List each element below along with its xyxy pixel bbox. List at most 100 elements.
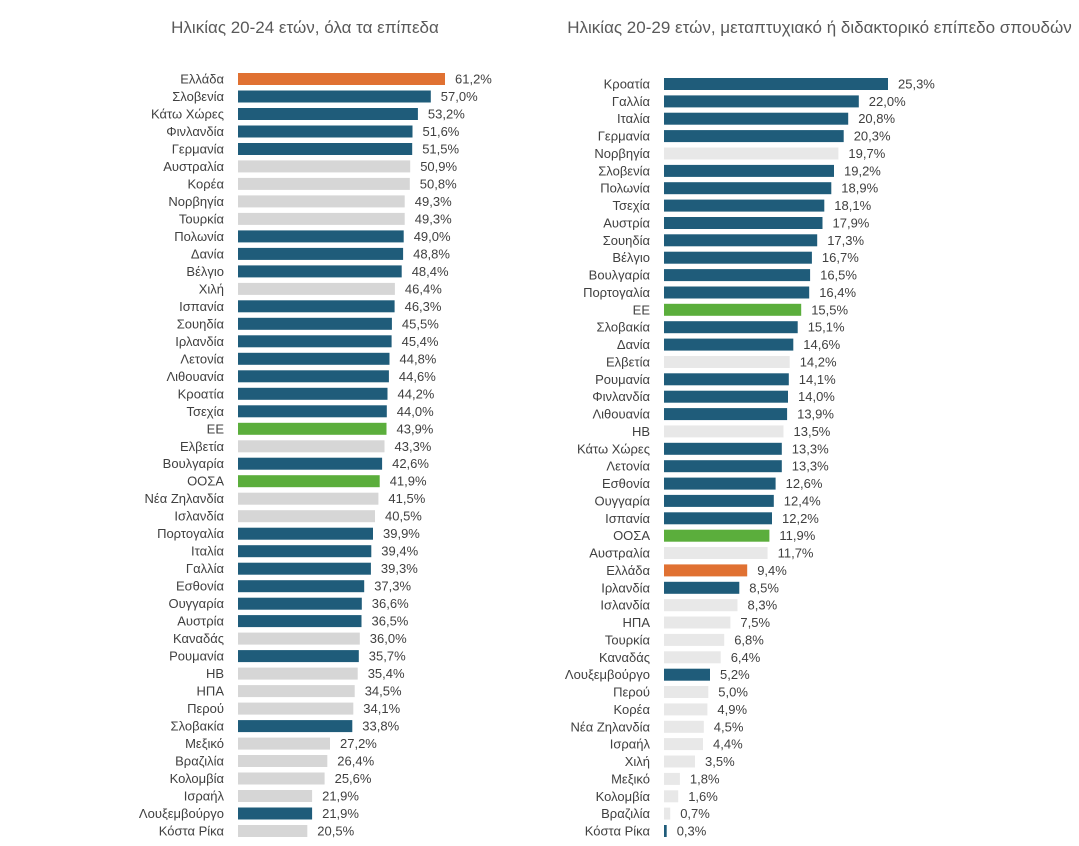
bar bbox=[664, 130, 844, 143]
category-label: Βραζιλία bbox=[601, 806, 650, 821]
category-label: Αυστραλία bbox=[589, 546, 650, 561]
category-label: Βραζιλία bbox=[175, 754, 224, 769]
value-label: 12,4% bbox=[784, 493, 821, 508]
category-label: Αυστραλία bbox=[163, 159, 224, 174]
category-label: Τσεχία bbox=[186, 404, 224, 419]
bar bbox=[664, 286, 810, 299]
value-label: 42,6% bbox=[392, 456, 429, 471]
bar bbox=[664, 686, 709, 698]
value-label: 44,6% bbox=[399, 369, 436, 384]
category-label: Ισλανδία bbox=[174, 509, 224, 524]
value-label: 17,3% bbox=[827, 233, 864, 248]
category-label: Τουρκία bbox=[179, 211, 225, 226]
category-label: Κόστα Ρίκα bbox=[585, 824, 651, 839]
category-label: Νέα Ζηλανδία bbox=[571, 719, 651, 734]
value-label: 20,5% bbox=[317, 824, 354, 839]
value-label: 34,5% bbox=[365, 684, 402, 699]
category-label: Εσθονία bbox=[602, 476, 651, 491]
value-label: 16,7% bbox=[822, 250, 859, 265]
bar bbox=[238, 702, 354, 715]
bar bbox=[664, 564, 748, 577]
value-label: 46,3% bbox=[405, 299, 442, 314]
category-label: Ελλάδα bbox=[180, 72, 224, 87]
bar bbox=[238, 282, 395, 295]
value-label: 0,3% bbox=[677, 824, 707, 839]
category-label: Κολομβία bbox=[596, 789, 651, 804]
value-label: 22,0% bbox=[869, 94, 906, 109]
bar bbox=[664, 616, 731, 629]
value-label: 44,2% bbox=[398, 386, 435, 401]
bar bbox=[238, 527, 373, 540]
value-label: 19,2% bbox=[844, 163, 881, 178]
category-label: Δανία bbox=[191, 246, 225, 261]
category-label: Ιρλανδία bbox=[175, 334, 224, 349]
bar bbox=[664, 772, 680, 785]
bar bbox=[664, 477, 776, 490]
category-label: Κροατία bbox=[604, 77, 651, 92]
bar bbox=[238, 160, 411, 173]
value-label: 9,4% bbox=[757, 563, 787, 578]
value-label: 41,5% bbox=[388, 491, 425, 506]
bar bbox=[664, 460, 782, 473]
category-label: Αυστρία bbox=[177, 614, 224, 629]
value-label: 20,3% bbox=[854, 129, 891, 144]
category-label: Κροατία bbox=[178, 386, 225, 401]
bar bbox=[238, 405, 387, 418]
category-label: ΗΠΑ bbox=[197, 684, 225, 699]
value-label: 16,5% bbox=[820, 268, 857, 283]
category-label: Νορβηγία bbox=[594, 146, 650, 161]
bar bbox=[238, 387, 388, 400]
bar bbox=[238, 335, 392, 348]
value-label: 57,0% bbox=[441, 89, 478, 104]
category-label: ΟΟΣΑ bbox=[613, 528, 650, 543]
bar bbox=[238, 597, 362, 610]
value-label: 21,9% bbox=[322, 806, 359, 821]
bar bbox=[664, 755, 695, 768]
category-label: Δανία bbox=[617, 337, 651, 352]
value-label: 49,0% bbox=[414, 229, 451, 244]
bar bbox=[238, 545, 372, 558]
category-label: Βέλγιο bbox=[612, 250, 650, 265]
category-label: ΗΒ bbox=[632, 424, 650, 439]
value-label: 61,2% bbox=[455, 72, 492, 87]
value-label: 49,3% bbox=[415, 194, 452, 209]
category-label: Εσθονία bbox=[176, 579, 225, 594]
bar bbox=[238, 177, 410, 190]
value-label: 25,6% bbox=[335, 771, 372, 786]
value-label: 44,8% bbox=[400, 351, 437, 366]
bar bbox=[238, 825, 308, 837]
value-label: 33,8% bbox=[362, 719, 399, 734]
category-label: Γαλλία bbox=[186, 561, 225, 576]
category-label: Καναδάς bbox=[173, 631, 224, 646]
category-label: Νέα Ζηλανδία bbox=[145, 491, 225, 506]
value-label: 6,8% bbox=[734, 632, 764, 647]
bar bbox=[664, 442, 782, 455]
bar bbox=[238, 615, 362, 628]
category-label: Πολωνία bbox=[600, 181, 650, 196]
value-label: 39,9% bbox=[383, 526, 420, 541]
bar bbox=[238, 265, 402, 278]
value-label: 43,9% bbox=[397, 421, 434, 436]
value-label: 7,5% bbox=[740, 615, 770, 630]
value-label: 5,2% bbox=[720, 667, 750, 682]
value-label: 11,9% bbox=[779, 528, 815, 543]
value-label: 26,4% bbox=[337, 754, 374, 769]
bar bbox=[238, 475, 380, 488]
category-label: Ελλάδα bbox=[606, 563, 650, 578]
chart-title: Ηλικίας 20-24 ετών, όλα τα επίπεδα bbox=[171, 18, 439, 37]
value-label: 51,5% bbox=[422, 142, 459, 157]
value-label: 34,1% bbox=[363, 701, 400, 716]
bar bbox=[664, 633, 725, 646]
category-label: Ιταλία bbox=[617, 111, 650, 126]
category-label: Ισραήλ bbox=[184, 789, 225, 804]
category-label: Γερμανία bbox=[172, 142, 225, 157]
category-label: Χιλή bbox=[625, 754, 650, 769]
category-label: Σουηδία bbox=[177, 316, 225, 331]
value-label: 49,3% bbox=[415, 211, 452, 226]
category-label: ΗΠΑ bbox=[623, 615, 651, 630]
category-label: Ελβετία bbox=[180, 439, 224, 454]
bar bbox=[664, 668, 710, 681]
bar bbox=[664, 599, 738, 612]
bar bbox=[238, 510, 375, 523]
value-label: 14,0% bbox=[798, 389, 835, 404]
